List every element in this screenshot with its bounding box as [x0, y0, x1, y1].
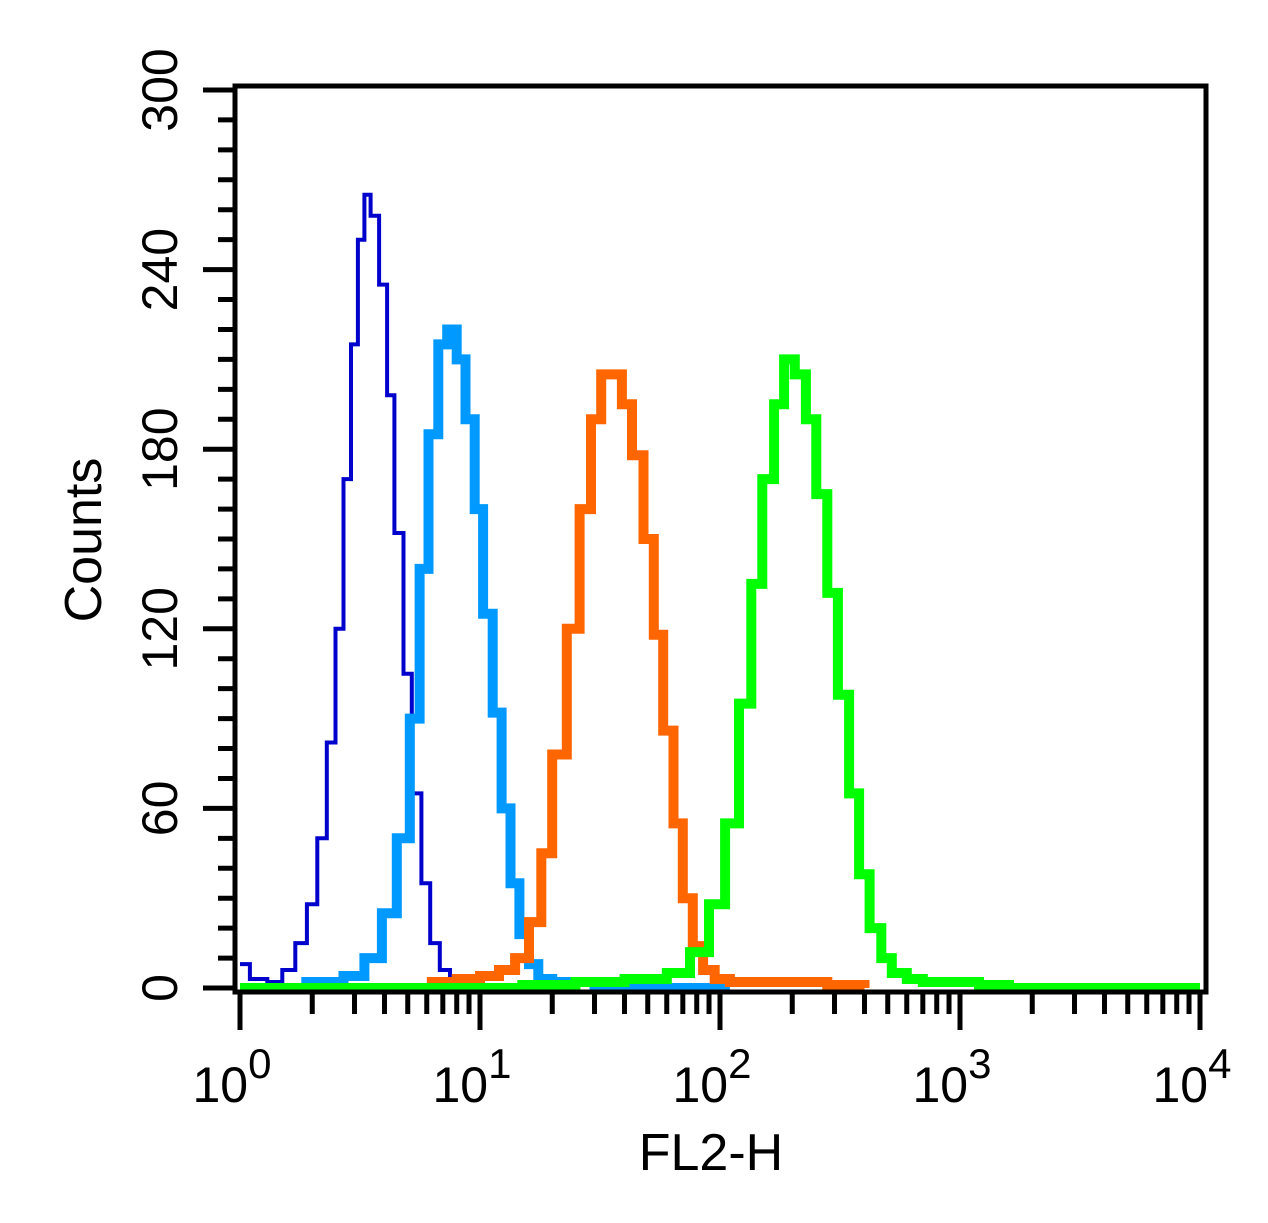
- x-axis-title: FL2-H: [639, 1124, 783, 1182]
- y-axis: 0 60 120 180 240 300: [132, 48, 235, 1002]
- y-tick-label: 120: [132, 587, 188, 670]
- x-tick-label: 100: [193, 1040, 272, 1113]
- x-tick-label: 103: [913, 1040, 992, 1113]
- y-tick-label: 180: [132, 407, 188, 490]
- y-tick-label: 60: [132, 781, 188, 837]
- x-axis: 100 101 102 103 104: [193, 992, 1232, 1113]
- y-tick-label: 0: [132, 974, 188, 1002]
- histogram-series-4: [240, 354, 1200, 993]
- y-tick-label: 240: [132, 228, 188, 311]
- histogram-series-group: [240, 192, 1200, 993]
- x-tick-label: 104: [1153, 1040, 1232, 1113]
- x-tick-label: 101: [433, 1040, 512, 1113]
- x-tick-label: 102: [673, 1040, 752, 1113]
- histogram-series-3: [426, 369, 870, 990]
- y-axis-title: Counts: [55, 458, 113, 623]
- y-tick-label: 300: [132, 48, 188, 131]
- histogram-series-1: [240, 192, 531, 990]
